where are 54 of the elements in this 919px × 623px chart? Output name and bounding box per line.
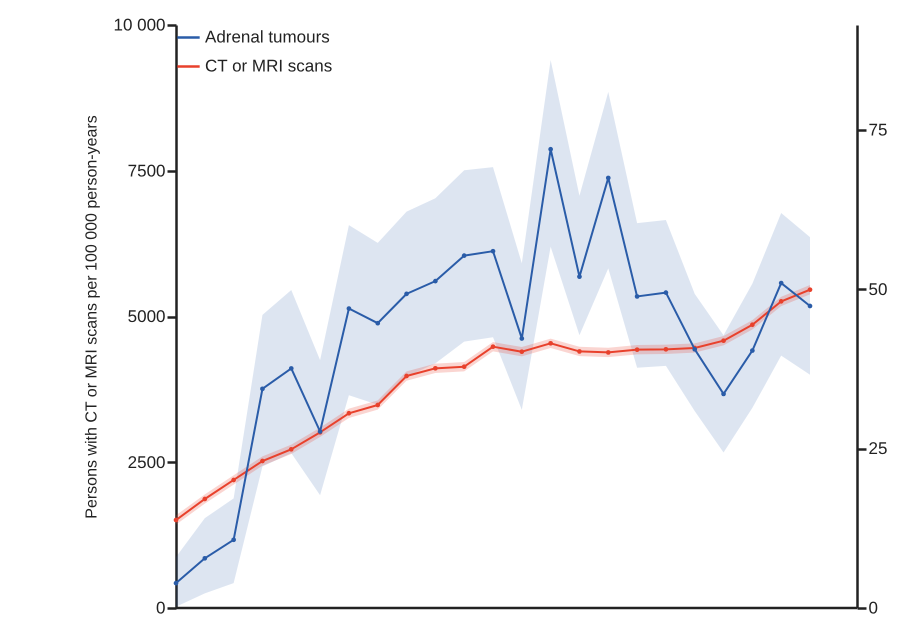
point bbox=[634, 294, 640, 299]
point bbox=[577, 349, 582, 354]
point bbox=[750, 348, 755, 353]
point bbox=[202, 556, 208, 561]
point bbox=[288, 446, 294, 452]
y-tick-label: 0 bbox=[156, 598, 166, 618]
point bbox=[634, 347, 640, 352]
y2-tick-label: 0 bbox=[868, 598, 878, 618]
point bbox=[404, 292, 409, 296]
legend-label: Adrenal tumours bbox=[205, 28, 330, 46]
y2-tick-label: 50 bbox=[868, 280, 888, 299]
point bbox=[174, 580, 178, 586]
point bbox=[346, 306, 352, 311]
y2-tick-label: 25 bbox=[868, 439, 888, 458]
y2-tick-label: 75 bbox=[868, 120, 888, 140]
point bbox=[664, 290, 668, 295]
y-tick-label: 2500 bbox=[128, 452, 166, 472]
point bbox=[462, 253, 467, 258]
point bbox=[375, 320, 380, 326]
point bbox=[778, 280, 784, 286]
point bbox=[519, 336, 524, 341]
point bbox=[231, 537, 236, 542]
y-axis-title: Persons with CT or MRI scans per 100 000 person-years bbox=[84, 115, 101, 519]
point bbox=[260, 386, 265, 392]
point bbox=[808, 287, 812, 292]
legend-label: CT or MRI scans bbox=[205, 56, 332, 76]
point bbox=[288, 366, 294, 371]
point bbox=[808, 304, 812, 308]
point bbox=[260, 458, 265, 464]
y-tick-label: 7500 bbox=[128, 161, 166, 180]
point bbox=[433, 278, 438, 284]
point bbox=[778, 299, 784, 304]
point bbox=[750, 322, 755, 328]
y-tick-label: 5000 bbox=[128, 307, 166, 326]
point bbox=[346, 410, 352, 416]
point bbox=[548, 146, 553, 152]
point bbox=[490, 344, 496, 350]
point bbox=[606, 176, 611, 180]
point bbox=[462, 364, 467, 370]
point bbox=[606, 350, 611, 355]
point bbox=[231, 478, 236, 482]
point bbox=[490, 248, 496, 254]
point bbox=[548, 340, 553, 346]
point bbox=[202, 496, 208, 502]
point bbox=[519, 349, 524, 354]
point bbox=[433, 366, 438, 371]
y-tick-label: 10 000 bbox=[114, 16, 166, 34]
point bbox=[404, 374, 409, 378]
point bbox=[721, 338, 726, 344]
point bbox=[375, 402, 380, 408]
point bbox=[577, 274, 582, 280]
point bbox=[721, 392, 726, 396]
point bbox=[664, 346, 668, 352]
point bbox=[174, 518, 178, 522]
